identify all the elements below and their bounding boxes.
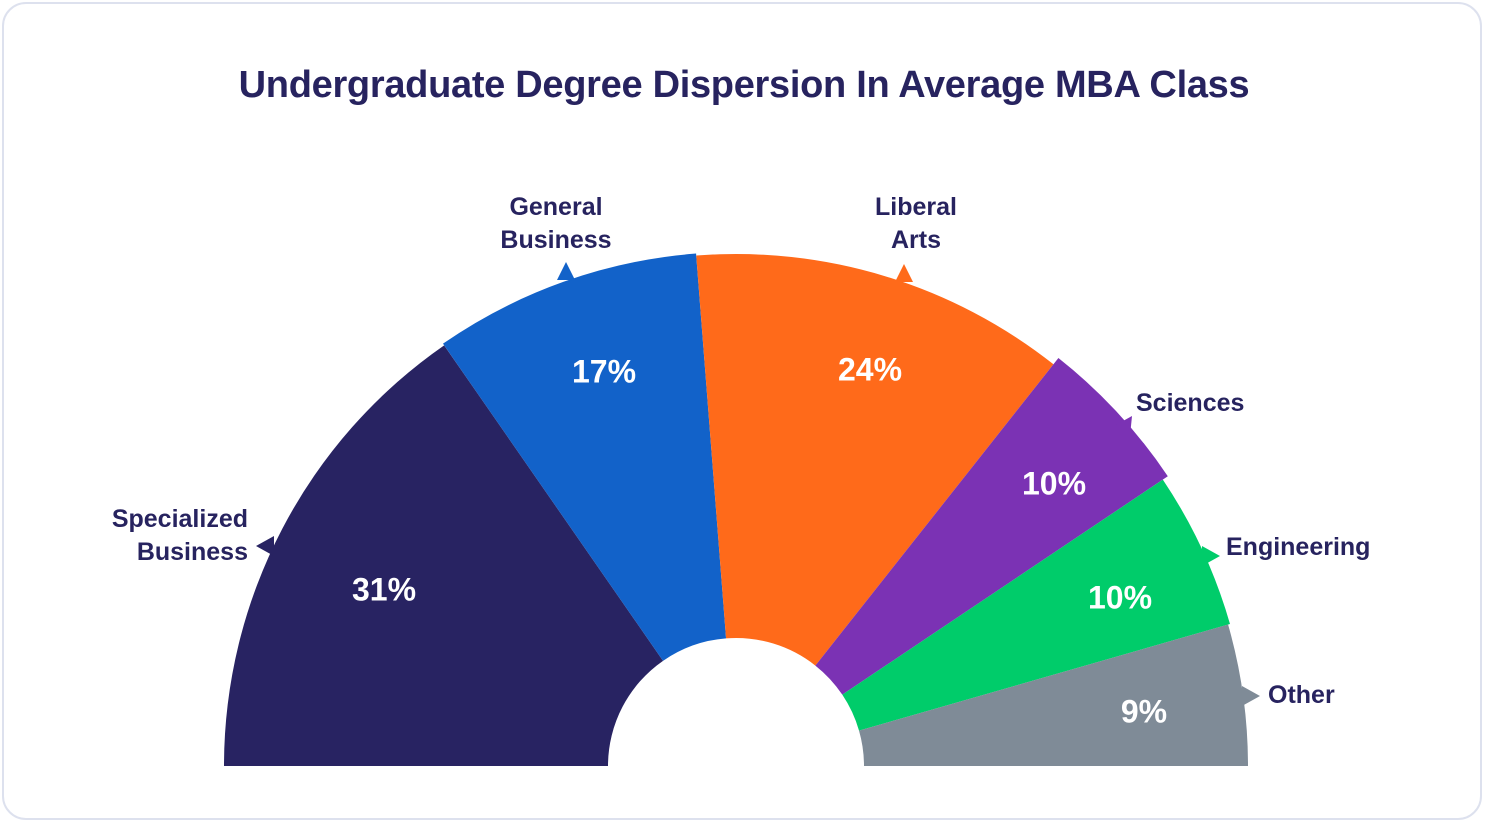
slice-category-label: Liberal Arts (875, 193, 957, 254)
slice-pointer (895, 264, 913, 282)
slice-pointer (1242, 686, 1260, 706)
slice-category-label: Specialized Business (112, 505, 248, 566)
slice-liberal-arts (696, 254, 1054, 666)
slice-value-label: 9% (1121, 693, 1167, 729)
slice-pointer (1114, 416, 1132, 436)
chart-title: Undergraduate Degree Dispersion In Avera… (238, 64, 1250, 106)
slice-sciences (815, 358, 1168, 695)
slice-value-label: 10% (1088, 579, 1152, 615)
slice-value-label: 10% (1022, 465, 1086, 501)
slice-value-label: 17% (572, 353, 636, 389)
slice-category-label: General Business (500, 193, 611, 254)
slice-general-business (443, 253, 727, 661)
slice-category-label: Sciences (1136, 389, 1244, 417)
slice-category-label: Other (1268, 681, 1335, 709)
slice-pointer (1202, 546, 1220, 566)
slice-engineering (842, 479, 1230, 731)
slice-value-label: 24% (838, 351, 902, 387)
slice-specialized-business (224, 345, 664, 766)
slice-pointer (557, 262, 575, 280)
slice-pointer (256, 536, 274, 556)
slice-category-label: Engineering (1226, 533, 1370, 561)
slice-other (859, 624, 1248, 766)
slice-value-label: 31% (352, 571, 416, 607)
